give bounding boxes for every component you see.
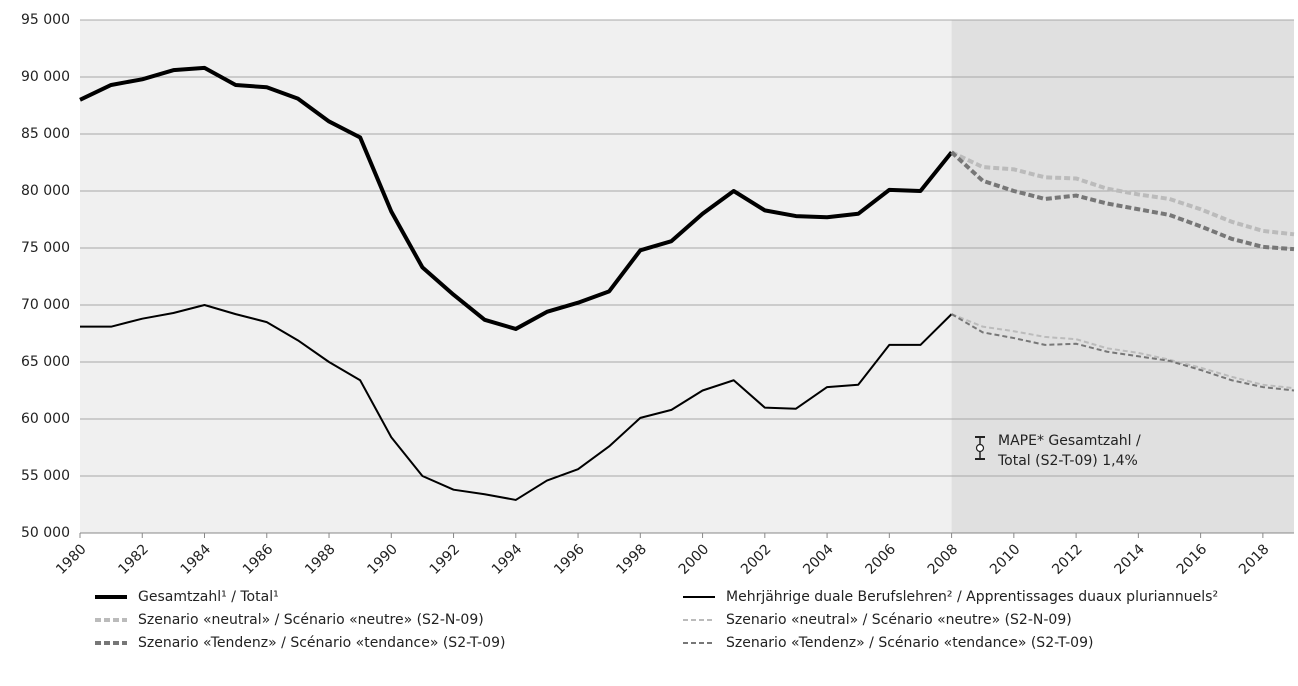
y-tick-label: 60 000 xyxy=(21,411,70,427)
legend-label: Szenario «Tendenz» / Scénario «tendance»… xyxy=(138,635,505,651)
x-tick-label: 2004 xyxy=(800,541,837,578)
x-tick-label: 1984 xyxy=(178,541,215,578)
y-tick-label: 65 000 xyxy=(21,354,70,370)
series-line xyxy=(951,313,1295,390)
x-tick-label: 1986 xyxy=(240,541,277,578)
y-tick-label: 55 000 xyxy=(21,468,70,484)
x-tick-label: 1994 xyxy=(489,541,526,578)
x-tick-label: 2002 xyxy=(738,541,775,578)
mape-icon xyxy=(975,436,985,460)
x-tick-label: 2014 xyxy=(1112,541,1149,578)
x-tick-label: 1988 xyxy=(302,541,339,578)
y-tick-label: 50 000 xyxy=(21,525,70,541)
x-tick-label: 2010 xyxy=(987,541,1024,578)
annotation: Total (S2-T-09) 1,4% xyxy=(997,453,1138,469)
x-tick-label: 2008 xyxy=(925,541,962,578)
series-line xyxy=(79,65,954,331)
x-tick-label: 2018 xyxy=(1236,541,1273,578)
x-tick-label: 2016 xyxy=(1174,541,1211,578)
y-tick-label: 75 000 xyxy=(21,240,70,256)
x-tick-label: 2012 xyxy=(1049,541,1086,578)
x-tick-label: 2000 xyxy=(676,541,713,578)
y-tick-label: 95 000 xyxy=(21,12,70,28)
legend-label: Mehrjährige duale Berufslehren² / Appren… xyxy=(726,589,1218,605)
legend-label: Szenario «Tendenz» / Scénario «tendance»… xyxy=(726,635,1093,651)
legend-label: Szenario «neutral» / Scénario «neutre» (… xyxy=(726,612,1072,628)
x-tick-label: 2006 xyxy=(862,541,899,578)
y-tick-label: 80 000 xyxy=(21,183,70,199)
x-tick-label: 1992 xyxy=(427,541,464,578)
legend-label: Gesamtzahl¹ / Total¹ xyxy=(138,589,279,605)
legend-label: Szenario «neutral» / Scénario «neutre» (… xyxy=(138,612,484,628)
y-tick-label: 90 000 xyxy=(21,69,70,85)
x-tick-label: 1990 xyxy=(364,541,401,578)
y-tick-label: 85 000 xyxy=(21,126,70,142)
x-tick-label: 1982 xyxy=(115,541,152,578)
annotation: MAPE* Gesamtzahl / xyxy=(998,433,1141,449)
y-tick-label: 70 000 xyxy=(21,297,70,313)
series-line xyxy=(951,313,1295,392)
x-tick-label: 1980 xyxy=(53,541,90,578)
x-tick-label: 1996 xyxy=(551,541,588,578)
series-line xyxy=(80,304,953,501)
forecast-region xyxy=(951,20,1294,533)
x-tick-label: 1998 xyxy=(613,541,650,578)
